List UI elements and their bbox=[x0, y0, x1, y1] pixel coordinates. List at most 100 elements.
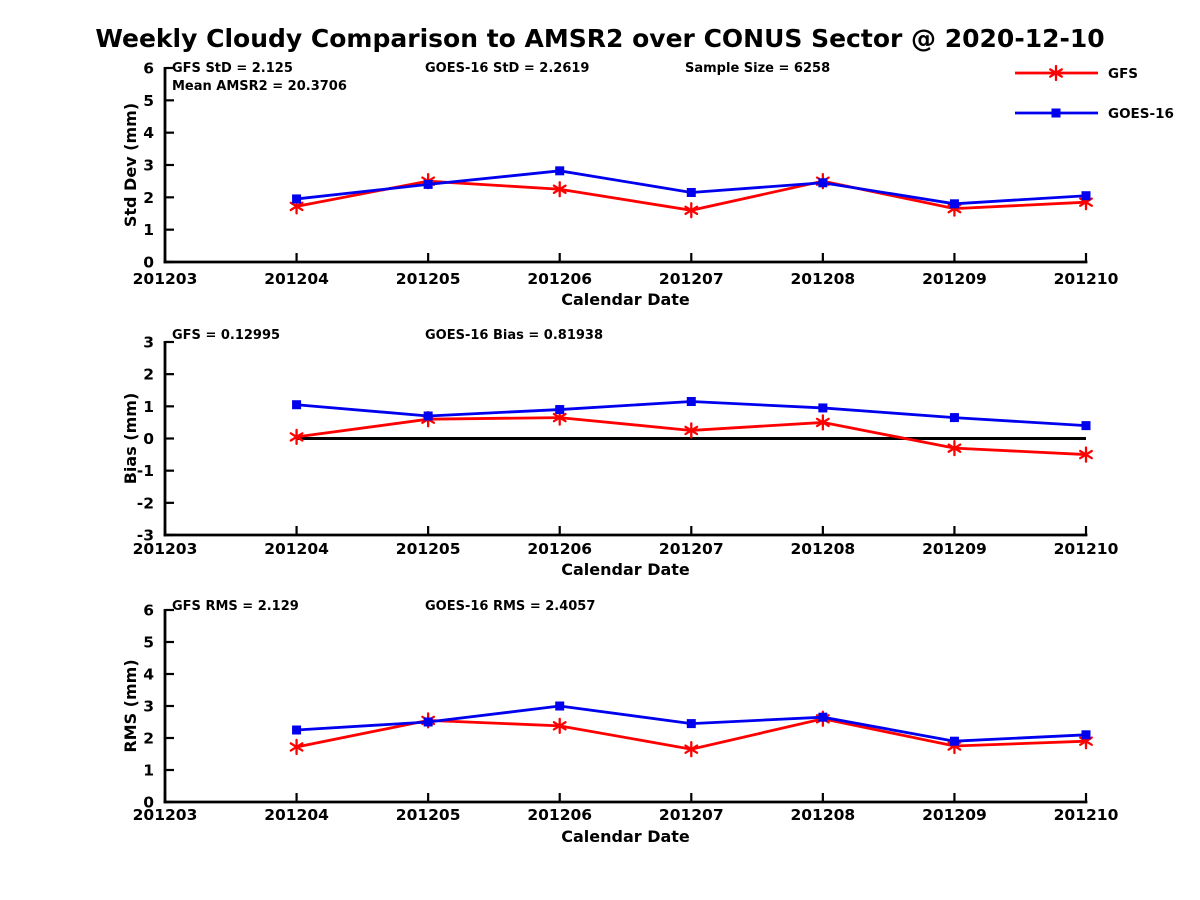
x-axis-label: Calendar Date bbox=[561, 827, 690, 846]
square-marker bbox=[423, 179, 433, 189]
y-tick-label: 0 bbox=[143, 254, 154, 272]
tick-labels: -3 -2 -1 0 1 2 3 201203 201204 201205 201206 201207… bbox=[133, 334, 1119, 559]
annotation: Mean AMSR2 = 20.3706 bbox=[172, 79, 347, 94]
legend-label: GOES-16 bbox=[1108, 106, 1174, 122]
tick-labels: 0 1 2 3 4 5 6 201203 201204 201205 201206 201207 201… bbox=[133, 60, 1119, 289]
axes bbox=[163, 609, 1088, 804]
y-axis-label: Bias (mm) bbox=[121, 393, 140, 485]
asterisk-marker bbox=[1079, 446, 1093, 463]
square-marker bbox=[423, 411, 433, 421]
annotation: GFS StD = 2.125 bbox=[172, 61, 293, 76]
x-tick-label: 201209 bbox=[922, 270, 987, 288]
y-tick-label: 2 bbox=[143, 366, 154, 384]
asterisk-marker bbox=[947, 440, 962, 457]
y-tick-label: -3 bbox=[137, 527, 154, 545]
x-tick-label: 201203 bbox=[133, 270, 198, 288]
tick-marks bbox=[163, 608, 1088, 804]
stddev-chart: 0 1 2 3 4 5 6 201203 201204 201205 201206 201207 201… bbox=[0, 56, 1200, 322]
square-marker bbox=[555, 405, 565, 415]
x-tick-label: 201209 bbox=[922, 540, 987, 558]
x-tick-label: 201208 bbox=[790, 806, 855, 824]
x-tick-label: 201204 bbox=[264, 270, 329, 288]
goes-16-line bbox=[296, 169, 1087, 206]
x-tick-label: 201207 bbox=[659, 806, 724, 824]
x-tick-label: 201203 bbox=[133, 806, 198, 824]
x-tick-label: 201210 bbox=[1054, 806, 1119, 824]
x-tick-label: 201205 bbox=[396, 270, 461, 288]
y-tick-label: 1 bbox=[143, 762, 154, 780]
square-marker bbox=[292, 400, 302, 410]
x-tick-label: 201205 bbox=[396, 540, 461, 558]
square-marker bbox=[1081, 421, 1091, 431]
asterisk-marker bbox=[684, 422, 699, 439]
x-tick-label: 201204 bbox=[264, 806, 329, 824]
y-tick-label: 6 bbox=[143, 60, 154, 78]
annotation: GOES-16 StD = 2.2619 bbox=[425, 61, 589, 76]
y-tick-label: 0 bbox=[143, 430, 154, 448]
legend-label: GFS bbox=[1108, 66, 1138, 82]
square-marker bbox=[949, 736, 959, 746]
y-tick-label: 4 bbox=[143, 124, 154, 142]
y-tick-label: 4 bbox=[143, 666, 154, 684]
asterisk-marker bbox=[684, 202, 699, 219]
x-tick-label: 201210 bbox=[1054, 270, 1119, 288]
x-tick-label: 201208 bbox=[790, 540, 855, 558]
rms-plot: 0 1 2 3 4 5 6 201203 201204 201205 201206 201207 201… bbox=[121, 599, 1119, 846]
x-tick-label: 201208 bbox=[790, 270, 855, 288]
x-tick-label: 201207 bbox=[659, 540, 724, 558]
asterisk-marker bbox=[684, 741, 699, 758]
square-marker bbox=[555, 701, 565, 711]
square-marker bbox=[818, 712, 828, 722]
x-tick-label: 201209 bbox=[922, 806, 987, 824]
asterisk-marker bbox=[289, 428, 304, 446]
y-tick-label: 1 bbox=[143, 398, 154, 416]
asterisk-marker bbox=[815, 414, 830, 431]
x-tick-label: 201204 bbox=[264, 540, 329, 558]
x-tick-label: 201207 bbox=[659, 270, 724, 288]
square-marker bbox=[1081, 730, 1091, 740]
goes-16-series bbox=[292, 701, 1091, 746]
figure-title: Weekly Cloudy Comparison to AMSR2 over C… bbox=[95, 24, 1105, 53]
annotation: GFS RMS = 2.129 bbox=[172, 599, 299, 614]
bias-plot: -3 -2 -1 0 1 2 3 201203 201204 201205 201206 201207… bbox=[121, 328, 1119, 579]
axes bbox=[163, 67, 1088, 264]
y-tick-label: 2 bbox=[143, 730, 154, 748]
y-tick-label: -1 bbox=[137, 462, 154, 480]
asterisk-marker bbox=[552, 717, 567, 734]
square-marker bbox=[423, 717, 433, 727]
square-marker bbox=[292, 725, 302, 735]
annotation: GOES-16 Bias = 0.81938 bbox=[425, 328, 603, 343]
x-tick-label: 201206 bbox=[527, 806, 592, 824]
asterisk-marker bbox=[289, 738, 304, 756]
square-marker bbox=[686, 397, 696, 407]
square-marker bbox=[818, 403, 828, 413]
y-tick-label: 5 bbox=[143, 634, 154, 652]
legend: GFS GOES-16 bbox=[1015, 64, 1174, 122]
x-tick-label: 201203 bbox=[133, 540, 198, 558]
y-tick-label: -2 bbox=[137, 494, 154, 512]
square-marker bbox=[1051, 108, 1061, 118]
annotation: Sample Size = 6258 bbox=[685, 61, 830, 76]
y-tick-label: 3 bbox=[143, 698, 154, 716]
goes-16-series bbox=[292, 166, 1091, 209]
asterisk-marker bbox=[552, 181, 567, 198]
square-marker bbox=[949, 413, 959, 423]
x-tick-label: 201205 bbox=[396, 806, 461, 824]
square-marker bbox=[949, 199, 959, 209]
asterisk-marker bbox=[1049, 64, 1063, 82]
y-tick-label: 3 bbox=[143, 334, 154, 352]
annotation: GFS = 0.12995 bbox=[172, 328, 280, 343]
y-tick-label: 5 bbox=[143, 92, 154, 110]
x-axis-label: Calendar Date bbox=[561, 560, 690, 579]
y-tick-label: 6 bbox=[143, 602, 154, 620]
bias-chart: -3 -2 -1 0 1 2 3 201203 201204 201205 201206 201207… bbox=[0, 322, 1200, 597]
square-marker bbox=[1081, 191, 1091, 201]
square-marker bbox=[555, 166, 565, 176]
y-tick-label: 2 bbox=[143, 189, 154, 207]
y-tick-label: 1 bbox=[143, 221, 154, 239]
x-tick-label: 201210 bbox=[1054, 540, 1119, 558]
gfs-series bbox=[289, 710, 1093, 758]
x-tick-label: 201206 bbox=[527, 540, 592, 558]
y-tick-label: 0 bbox=[143, 794, 154, 812]
